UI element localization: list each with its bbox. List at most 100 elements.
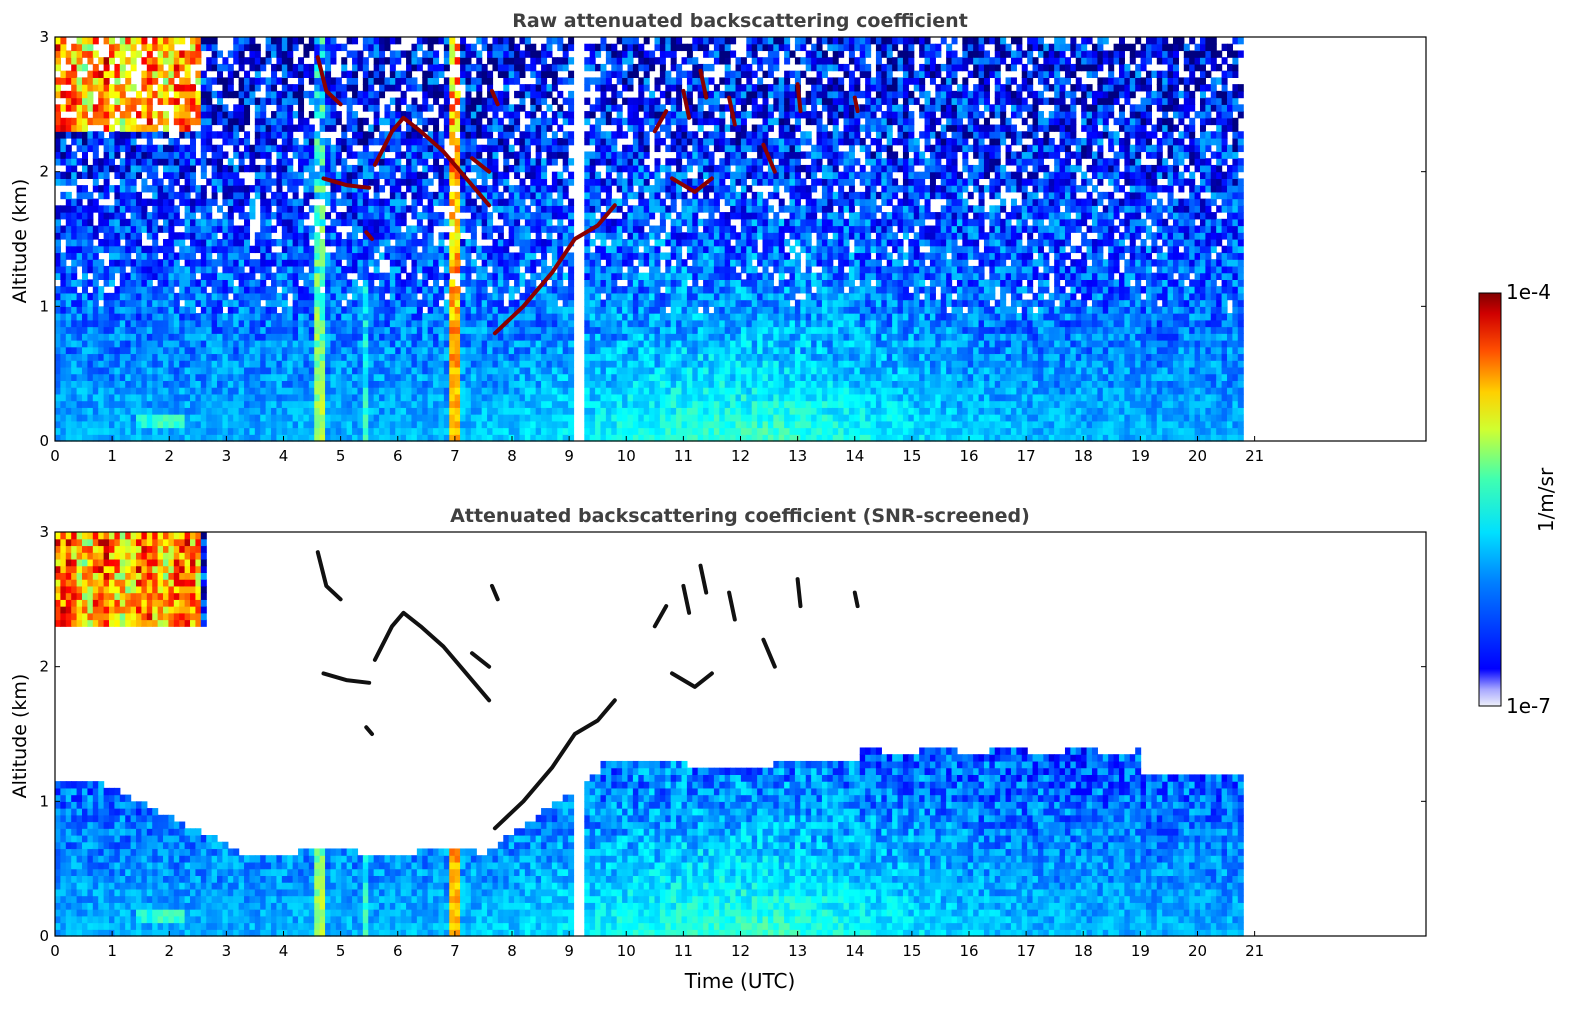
- heatmap-cell: [60, 252, 67, 260]
- heatmap-cell: [130, 144, 137, 153]
- heatmap-cell: [384, 313, 391, 321]
- heatmap-cell: [211, 265, 218, 274]
- heatmap-cell: [184, 131, 191, 139]
- heatmap-cell: [125, 366, 132, 375]
- heatmap-cell: [562, 77, 569, 85]
- heatmap-cell: [443, 77, 450, 85]
- heatmap-cell: [362, 117, 369, 126]
- heatmap-cell: [341, 57, 348, 65]
- heatmap-cell: [249, 77, 256, 85]
- heatmap-cell: [92, 360, 99, 368]
- heatmap-cell: [71, 265, 78, 274]
- heatmap-cell: [136, 373, 143, 381]
- heatmap-cell: [535, 353, 542, 361]
- heatmap-cell: [551, 353, 558, 361]
- heatmap-cell: [384, 319, 391, 328]
- heatmap-cell: [314, 333, 321, 341]
- heatmap-cell: [206, 43, 213, 52]
- heatmap-cell: [416, 212, 423, 220]
- heatmap-cell: [55, 245, 61, 254]
- heatmap-cell: [109, 70, 116, 78]
- heatmap-cell: [130, 171, 137, 179]
- heatmap-cell: [314, 299, 321, 307]
- heatmap-cell: [130, 97, 137, 105]
- heatmap-cell: [157, 225, 164, 233]
- heatmap-cell: [449, 218, 456, 227]
- heatmap-cell: [287, 63, 294, 72]
- heatmap-cell: [92, 414, 99, 422]
- heatmap-cell: [217, 340, 224, 348]
- heatmap-cell: [503, 218, 510, 227]
- heatmap-cell: [341, 427, 348, 435]
- heatmap-cell: [524, 346, 531, 355]
- heatmap-cell: [222, 90, 229, 99]
- heatmap-cell: [562, 326, 569, 334]
- heatmap-cell: [233, 326, 240, 334]
- heatmap-cell: [71, 138, 78, 146]
- heatmap-cell: [222, 393, 229, 402]
- heatmap-cell: [519, 225, 526, 233]
- heatmap-cell: [492, 111, 499, 119]
- heatmap-cell: [341, 138, 348, 146]
- heatmap-cell: [303, 400, 310, 408]
- heatmap-cell: [568, 265, 575, 274]
- heatmap-cell: [443, 299, 450, 307]
- heatmap-cell: [60, 117, 67, 126]
- heatmap-cell: [470, 50, 477, 58]
- heatmap-cell: [211, 299, 218, 307]
- heatmap-cell: [514, 171, 521, 179]
- heatmap-cell: [109, 252, 116, 260]
- heatmap-cell: [341, 43, 348, 52]
- heatmap-cell: [195, 346, 202, 355]
- heatmap-cell: [384, 286, 391, 294]
- heatmap-cell: [470, 77, 477, 85]
- heatmap-cell: [103, 279, 110, 287]
- heatmap-cell: [184, 292, 191, 301]
- heatmap-cell: [438, 407, 445, 415]
- heatmap-cell: [476, 380, 483, 388]
- heatmap-cell: [292, 43, 299, 52]
- heatmap-cell: [389, 212, 396, 220]
- heatmap-cell: [55, 84, 61, 92]
- heatmap-cell: [308, 178, 315, 186]
- heatmap-cell: [271, 212, 278, 220]
- heatmap-cell: [389, 380, 396, 388]
- heatmap-cell: [314, 97, 321, 105]
- heatmap-cell: [179, 124, 186, 132]
- heatmap-cell: [163, 373, 170, 381]
- heatmap-cell: [190, 185, 197, 193]
- heatmap-cell: [551, 434, 558, 442]
- heatmap-cell: [130, 400, 137, 408]
- heatmap-cell: [217, 239, 224, 247]
- heatmap-cell: [416, 346, 423, 355]
- heatmap-cell: [341, 252, 348, 260]
- heatmap-cell: [352, 380, 359, 388]
- heatmap-cell: [535, 373, 542, 381]
- heatmap-cell: [76, 387, 83, 395]
- heatmap-cell: [109, 272, 116, 280]
- heatmap-cell: [551, 198, 558, 206]
- heatmap-cell: [330, 185, 337, 193]
- heatmap-cell: [508, 111, 515, 119]
- heatmap-cell: [98, 185, 105, 193]
- heatmap-cell: [314, 292, 321, 301]
- heatmap-cell: [433, 84, 440, 92]
- heatmap-cell: [65, 191, 72, 200]
- heatmap-cell: [379, 198, 386, 206]
- heatmap-cell: [82, 104, 88, 112]
- heatmap-cell: [281, 299, 288, 307]
- heatmap-cell: [325, 111, 332, 119]
- heatmap-cell: [416, 171, 423, 179]
- heatmap-cell: [433, 245, 440, 254]
- heatmap-cell: [222, 400, 229, 408]
- heatmap-cell: [314, 245, 321, 254]
- heatmap-cell: [325, 225, 332, 233]
- heatmap-cell: [319, 97, 326, 105]
- heatmap-cell: [82, 306, 88, 314]
- heatmap-cell: [557, 420, 564, 429]
- heatmap-cell: [55, 414, 61, 422]
- heatmap-cell: [184, 313, 191, 321]
- heatmap-cell: [276, 313, 283, 321]
- heatmap-cell: [481, 346, 488, 355]
- heatmap-cell: [179, 232, 186, 240]
